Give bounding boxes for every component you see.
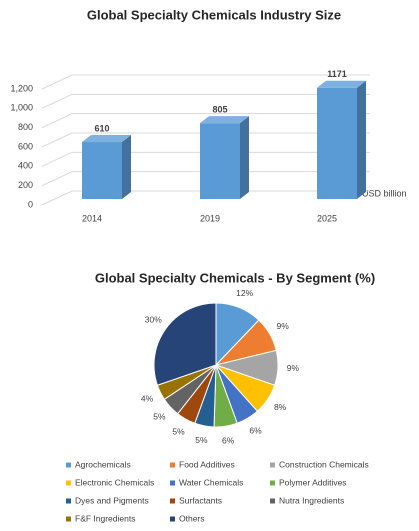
bar <box>200 123 240 199</box>
legend-swatch <box>66 516 71 522</box>
x-tick-label: 2019 <box>200 213 220 223</box>
legend-label: Nutra Ingredients <box>279 495 344 505</box>
value-label: 6% <box>249 425 262 435</box>
bar <box>317 87 357 199</box>
legend-label: Others <box>179 513 205 523</box>
value-label: 4% <box>141 393 154 403</box>
grid-line <box>41 190 370 206</box>
value-label: 30% <box>145 315 162 325</box>
bar-side <box>122 135 131 199</box>
bar-top <box>82 135 131 143</box>
legend-label: Agrochemicals <box>75 459 131 469</box>
legend-label: Dyes and Pigments <box>75 495 149 505</box>
value-label: 5% <box>195 435 208 445</box>
y-tick-label: 800 <box>18 122 33 132</box>
value-label: 9% <box>287 363 300 373</box>
x-tick-label: 2014 <box>82 213 102 223</box>
y-tick-label: 600 <box>18 141 33 151</box>
value-label: 1171 <box>327 69 347 79</box>
legend-label: F&F Ingredients <box>75 513 135 523</box>
value-label: 5% <box>153 411 166 421</box>
legend-label: Surfactants <box>179 495 222 505</box>
grid-line <box>41 171 370 187</box>
value-label: 5% <box>172 427 185 437</box>
value-label: 8% <box>274 402 287 412</box>
grid-line <box>41 113 370 129</box>
bar-top <box>200 116 249 124</box>
y-tick-label: 1,200 <box>10 83 33 93</box>
legend-swatch <box>270 480 275 486</box>
y-tick-label: 1,000 <box>10 103 33 113</box>
legend-swatch <box>270 498 275 504</box>
value-label: 610 <box>94 123 109 133</box>
y-tick-label: 200 <box>18 180 33 190</box>
legend-swatch <box>170 462 175 468</box>
grid-line <box>41 132 370 148</box>
bar-side <box>357 80 366 199</box>
value-label: 12% <box>236 288 253 298</box>
legend-swatch <box>66 480 71 486</box>
legend-label: Water Chemicals <box>179 477 243 487</box>
x-tick-label: 2025 <box>317 213 337 223</box>
grid-line <box>41 151 370 167</box>
pie-slice <box>153 302 217 386</box>
legend-swatch <box>170 480 175 486</box>
legend-label: Polymer Additives <box>279 477 347 487</box>
legend-swatch <box>66 498 71 504</box>
grid-line <box>41 93 370 109</box>
value-label: 9% <box>277 321 290 331</box>
legend-label: Electronic Chemicals <box>75 477 154 487</box>
value-label: 805 <box>212 105 227 115</box>
bar-top <box>317 80 366 88</box>
legend-swatch <box>170 516 175 522</box>
grid-line <box>41 74 370 90</box>
axis-label: USD billion <box>362 188 407 198</box>
y-tick-label: 0 <box>28 199 33 209</box>
legend-swatch <box>170 498 175 504</box>
y-tick-label: 400 <box>18 161 33 171</box>
legend-label: Food Additives <box>179 459 235 469</box>
chart-title: Global Specialty Chemicals Industry Size <box>87 7 341 22</box>
legend-swatch <box>270 462 275 468</box>
bar <box>82 142 122 199</box>
legend-swatch <box>66 462 71 468</box>
chart-title: Global Specialty Chemicals - By Segment … <box>95 270 375 285</box>
value-label: 6% <box>222 435 235 445</box>
legend-label: Construction Chemicals <box>279 459 369 469</box>
bar-side <box>240 116 249 199</box>
